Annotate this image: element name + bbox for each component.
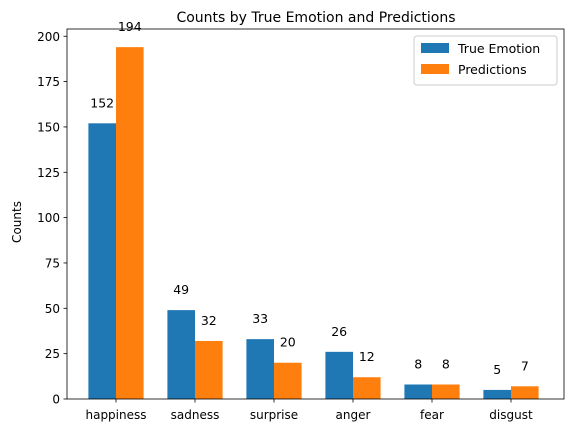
bar-value-label: 12 [359,349,375,364]
legend-label: Predictions [458,62,527,77]
bar-value-label: 194 [118,19,142,34]
bar-value-label: 26 [331,324,347,339]
bar-true-emotion-happiness [88,123,116,399]
bar-true-emotion-disgust [483,389,511,399]
y-tick-label: 0 [52,393,60,407]
y-tick-label: 50 [45,302,60,316]
y-tick-label: 100 [37,211,60,225]
bar-value-label: 8 [442,356,450,371]
bar-value-label: 152 [90,95,114,110]
bar-value-label: 8 [414,356,422,371]
bar-value-label: 32 [201,313,217,328]
legend-swatch [421,64,449,74]
axes-frame [66,28,565,400]
bar-value-label: 7 [521,358,529,373]
y-tick-label: 25 [45,347,60,361]
x-axis: happiness sadness surprise anger fear disgust [85,399,533,422]
bar-value-label: 20 [280,335,296,350]
legend: True Emotion Predictions [413,35,558,86]
x-tick-label: disgust [489,408,533,422]
legend-swatch [421,43,449,53]
bar-true-emotion-sadness [167,310,195,399]
y-tick-label: 150 [37,120,60,134]
bar-value-label: 5 [493,362,501,377]
x-tick-label: anger [336,408,371,422]
x-tick-label: sadness [171,408,220,422]
bar-value-label: 49 [173,282,189,297]
y-tick-label: 175 [37,75,60,89]
y-tick-label: 200 [37,30,60,44]
y-tick-label: 75 [45,256,60,270]
bar-predictions-fear [432,384,460,399]
legend-box [413,35,558,86]
x-tick-label: happiness [85,408,146,422]
bar-true-emotion-fear [404,384,432,399]
bar-value-label: 33 [252,311,268,326]
bar-predictions-anger [353,377,381,399]
legend-label: True Emotion [457,41,540,56]
bar-predictions-surprise [274,362,302,399]
chart-title: Counts by True Emotion and Predictions [176,10,455,26]
plot-area: 152 49 33 26 8 5 194 32 20 12 8 7 [66,19,565,400]
y-axis: 0 25 50 75 100 125 150 175 200 [37,30,67,407]
y-tick-label: 125 [37,166,60,180]
y-axis-label: Counts [10,201,24,243]
bar-predictions-sadness [195,340,223,399]
x-tick-label: fear [420,408,444,422]
bar-true-emotion-surprise [246,339,274,399]
bar-predictions-disgust [511,386,539,399]
bar-predictions-happiness [116,47,144,399]
bar-true-emotion-anger [325,351,353,399]
x-tick-label: surprise [250,408,298,422]
